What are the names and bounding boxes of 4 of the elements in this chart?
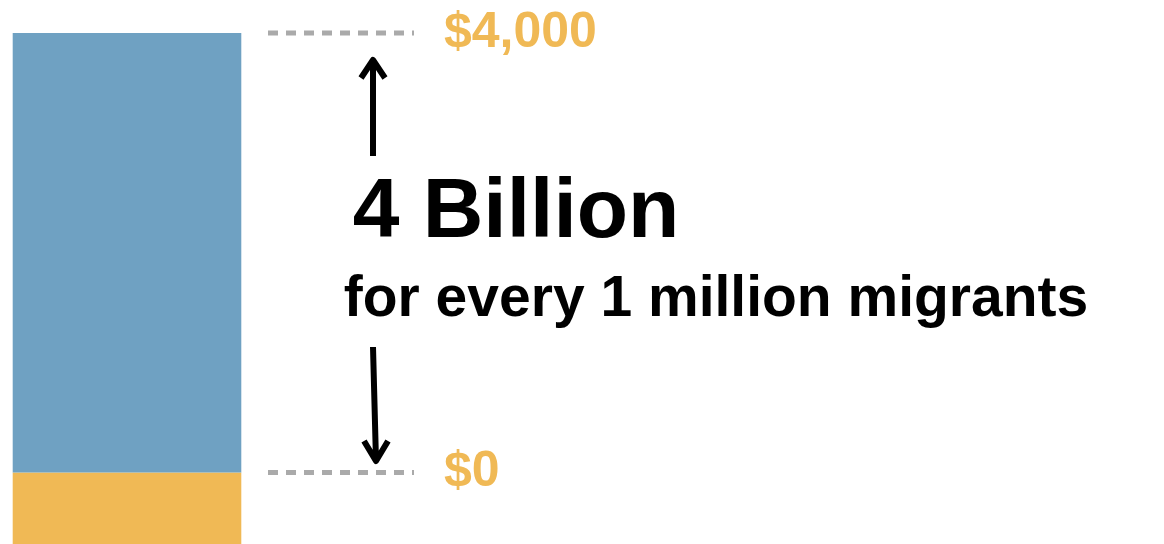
ref-line-label: $4,000 [444, 1, 597, 58]
text: for every 1 million migrants [343, 263, 1089, 328]
text: 4 Billion [352, 161, 680, 256]
ref-line-label: $0 [444, 441, 500, 498]
